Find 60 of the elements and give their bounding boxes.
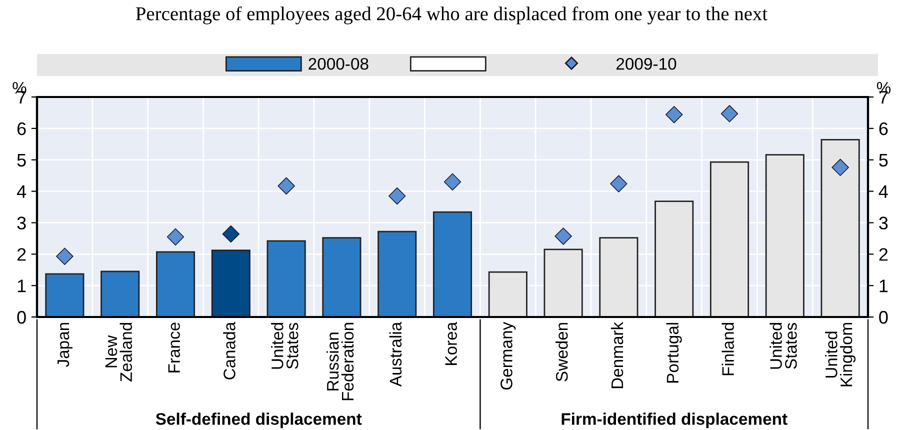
y2-tick-label: 0: [879, 310, 888, 324]
x-tick-label: New Zealand: [105, 322, 132, 382]
y-tick-label: 5: [17, 154, 26, 167]
x-tick-label: Portugal: [666, 322, 682, 383]
point: [222, 225, 240, 243]
x-tick-label: Sweden: [556, 322, 568, 382]
x-tick-label: France: [168, 322, 180, 372]
x-tick-label: Japan: [58, 322, 72, 368]
text: Self-defined displacement: [156, 412, 362, 428]
y-tick-label: 1: [18, 280, 26, 292]
bar: [322, 237, 362, 317]
x-tick-label: United States: [770, 322, 797, 369]
bar: [211, 250, 250, 317]
x-tick-label: Finland: [722, 322, 734, 376]
bar: [710, 161, 750, 317]
point: [720, 105, 738, 122]
bar: [266, 240, 306, 317]
bar: [45, 273, 84, 317]
y2-tick-label: 6: [879, 122, 888, 136]
y-tick-label: 4: [16, 185, 26, 198]
bar: [654, 200, 694, 317]
point: [610, 175, 628, 192]
x-tick-label: Australia: [389, 322, 402, 387]
y2-tick-label: 4: [878, 185, 888, 198]
bar: [100, 270, 140, 317]
bar: [432, 211, 472, 317]
text: Firm-identified displacement: [562, 412, 788, 428]
point: [832, 158, 849, 176]
point: [166, 228, 184, 246]
bar: [820, 139, 860, 317]
bar: [765, 154, 804, 317]
bar: [156, 251, 196, 317]
point: [56, 248, 74, 265]
legend-label: 2000-08: [308, 58, 368, 70]
x-tick-label: Russian Federation: [326, 322, 354, 400]
point: [444, 173, 462, 190]
point: [665, 106, 683, 124]
y-tick-label: 6: [17, 122, 26, 136]
point: [388, 187, 406, 205]
x-tick-label: Germany: [500, 322, 516, 390]
point: [278, 177, 295, 195]
bar: [378, 230, 417, 317]
y-tick-label: 2: [17, 248, 26, 261]
bar: [599, 237, 638, 317]
x-tick-label: Canada: [223, 322, 236, 380]
y-tick-label: 0: [17, 310, 26, 324]
chart-title: Percentage of employees aged 20-64 who are displaced from one year to the next: [136, 6, 768, 24]
bar: [488, 271, 528, 317]
y-tick-label: 3: [17, 216, 26, 230]
x-tick-label: Korea: [445, 322, 457, 365]
x-tick-label: Denmark: [610, 322, 624, 388]
y2-tick-label: 1: [880, 280, 888, 292]
legend-label: 2009-10: [616, 58, 676, 70]
y2-tick-label: 3: [879, 216, 888, 230]
x-tick-label: United States: [271, 322, 298, 369]
point: [554, 228, 572, 245]
y2-tick-label: 5: [879, 154, 888, 167]
y2-tick-label: 2: [879, 248, 888, 261]
x-tick-label: United Kingdom: [825, 322, 856, 386]
bar: [544, 248, 583, 317]
